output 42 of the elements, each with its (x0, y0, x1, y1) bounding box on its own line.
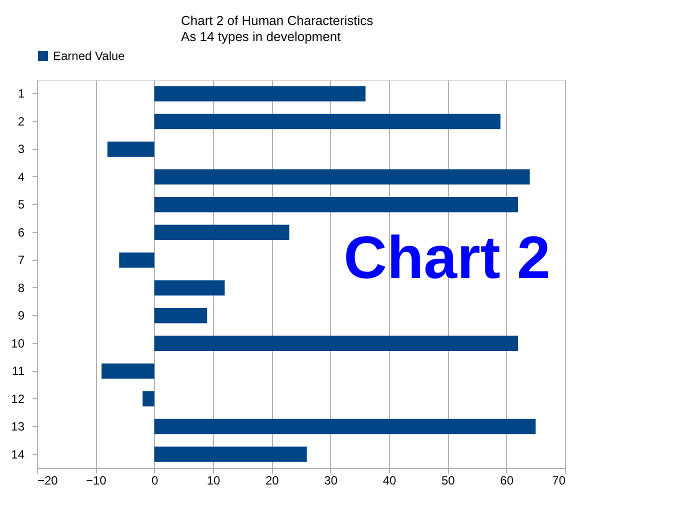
chart-subtitle: As 14 types in development (181, 29, 342, 44)
annotation: Chart 2 (344, 224, 550, 291)
y-tick-label: 6 (18, 225, 25, 240)
bar (154, 197, 518, 212)
bar (102, 363, 154, 379)
x-tick-label: 10 (206, 474, 220, 488)
y-tick-label: 2 (18, 114, 25, 128)
chart-title: Chart 2 of Human Characteristics (181, 13, 374, 28)
x-tick-label: 40 (382, 474, 396, 488)
bar (154, 86, 366, 102)
x-tick-label: 60 (500, 474, 514, 488)
x-tick-label: −10 (86, 474, 107, 488)
y-tick-label: 1 (18, 86, 25, 101)
bar (154, 169, 530, 185)
bar (119, 252, 154, 268)
x-tick-label: 50 (441, 474, 456, 488)
y-tick-label: 11 (12, 364, 25, 378)
bar (154, 308, 208, 324)
bar (142, 391, 154, 406)
bar (154, 114, 500, 130)
y-tick-label: 12 (11, 392, 25, 406)
x-tick-label: 20 (265, 474, 280, 488)
x-tick-label: 30 (324, 474, 338, 488)
y-tick-label: 4 (18, 170, 25, 184)
y-tick-label: 13 (11, 420, 25, 434)
bar (154, 224, 290, 240)
y-tick-label: 8 (18, 280, 25, 295)
bar (154, 280, 225, 296)
bar (154, 336, 518, 351)
x-tick-label: −20 (38, 474, 58, 488)
bar (154, 446, 307, 462)
bar (154, 418, 536, 434)
y-tick-label: 3 (18, 142, 25, 156)
legend-label: Earned Value (53, 49, 126, 63)
x-tick-label: 70 (552, 474, 566, 488)
y-tick-label: 14 (11, 447, 25, 462)
y-tick-label: 5 (18, 198, 25, 212)
x-tick-label: 0 (151, 474, 158, 488)
y-tick-label: 7 (18, 253, 25, 268)
y-tick-label: 9 (18, 308, 25, 323)
y-tick-label: 10 (11, 336, 25, 350)
bar (107, 142, 154, 157)
